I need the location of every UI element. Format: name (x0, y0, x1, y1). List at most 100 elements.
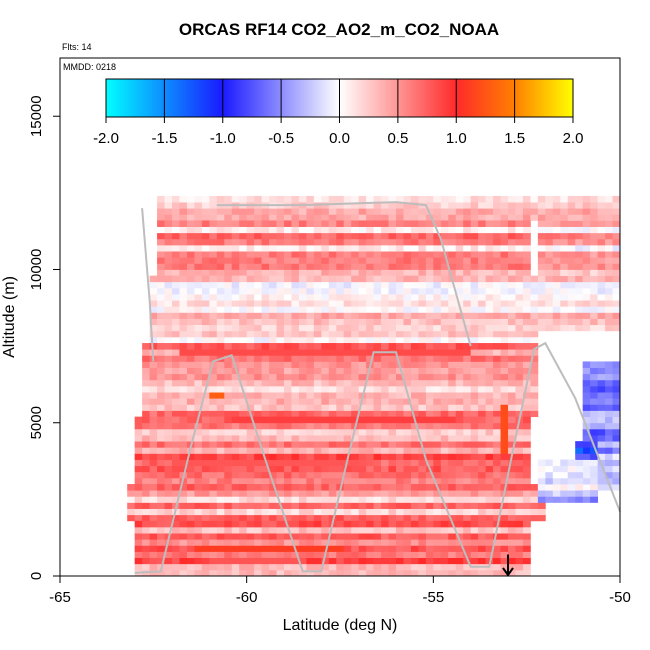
heatmap-cell (179, 570, 187, 577)
heatmap-cell (486, 227, 494, 234)
heatmap-cell (314, 453, 322, 460)
heatmap-cell (150, 478, 158, 485)
heatmap-cell (254, 398, 262, 405)
heatmap-cell (381, 325, 389, 332)
heatmap-cell (187, 515, 195, 522)
heatmap-cell (418, 337, 426, 344)
heatmap-cell (486, 220, 494, 227)
heatmap-cell (598, 245, 606, 252)
heatmap-cell (351, 453, 359, 460)
heatmap-cell (254, 312, 262, 319)
heatmap-cell (165, 300, 173, 307)
heatmap-cell (165, 502, 173, 509)
heatmap-cell (202, 312, 210, 319)
heatmap-cell (232, 312, 240, 319)
heatmap-cell (284, 539, 292, 546)
heatmap-cell (366, 251, 374, 258)
y-axis: 050001000015000 (28, 95, 60, 580)
heatmap-cell (508, 545, 516, 552)
heatmap-cell (165, 435, 173, 442)
heatmap-cell (359, 349, 367, 356)
heatmap-cell (389, 325, 397, 332)
heatmap-cell (530, 410, 538, 417)
heatmap-cell (486, 515, 494, 522)
heatmap-cell (165, 460, 173, 467)
heatmap-cell (478, 478, 486, 485)
heatmap-cell (523, 196, 531, 203)
heatmap-cell (291, 521, 299, 528)
heatmap-cell (478, 484, 486, 491)
heatmap-cell (396, 227, 404, 234)
heatmap-cell (515, 337, 523, 344)
heatmap-cell (239, 558, 247, 565)
heatmap-cell (277, 521, 285, 528)
heatmap-cell (396, 398, 404, 405)
x-axis: -65 -60 -55 -50 (49, 576, 631, 606)
heatmap-cell (403, 484, 411, 491)
heatmap-cell (269, 570, 277, 577)
heatmap-cell (418, 220, 426, 227)
heatmap-cell (217, 521, 225, 528)
heatmap-cell (232, 343, 240, 350)
heatmap-cell (359, 368, 367, 375)
heatmap-cell (142, 466, 150, 473)
heatmap-cell (351, 515, 359, 522)
heatmap-cell (291, 300, 299, 307)
heatmap-cell (321, 484, 329, 491)
heatmap-cell (224, 263, 232, 270)
heatmap-cell (486, 539, 494, 546)
heatmap-cell (583, 496, 591, 503)
heatmap-cell (478, 392, 486, 399)
heatmap-cell (269, 233, 277, 240)
heatmap-cell (486, 349, 494, 356)
heatmap-cell (515, 551, 523, 558)
heatmap-cell (426, 386, 434, 393)
heatmap-cell (269, 502, 277, 509)
heatmap-cell (478, 343, 486, 350)
heatmap-cell (389, 410, 397, 417)
heatmap-cell (209, 490, 217, 497)
heatmap-cell (396, 306, 404, 313)
heatmap-cell (493, 214, 501, 221)
heatmap-cell (194, 276, 202, 283)
heatmap-cell (486, 435, 494, 442)
heatmap-cell (486, 245, 494, 252)
heatmap-cell (329, 214, 337, 221)
heatmap-cell (486, 453, 494, 460)
heatmap-cell (179, 202, 187, 209)
heatmap-cell (403, 276, 411, 283)
colorbar-tick-label: 1.0 (446, 130, 467, 147)
heatmap-cell (389, 312, 397, 319)
heatmap-cell (314, 386, 322, 393)
heatmap-cell (463, 282, 471, 289)
heatmap-cell (277, 257, 285, 264)
heatmap-cell (366, 502, 374, 509)
heatmap-cell (448, 484, 456, 491)
heatmap-cell (187, 325, 195, 332)
heatmap-cell (321, 220, 329, 227)
heatmap-cell (172, 392, 180, 399)
heatmap-cell (418, 380, 426, 387)
heatmap-cell (329, 269, 337, 276)
heatmap-cell (344, 539, 352, 546)
heatmap-cell (381, 490, 389, 497)
heatmap-cell (150, 429, 158, 436)
heatmap-cell (232, 251, 240, 258)
heatmap-cell (493, 484, 501, 491)
heatmap-cell (314, 478, 322, 485)
heatmap-cell (366, 423, 374, 430)
heatmap-cell (374, 441, 382, 448)
heatmap-cell (560, 282, 568, 289)
heatmap-cell (209, 410, 217, 417)
heatmap-cell (306, 312, 314, 319)
heatmap-cell (336, 404, 344, 411)
heatmap-cell (179, 282, 187, 289)
heatmap-cell (598, 435, 606, 442)
heatmap-cell (366, 282, 374, 289)
heatmap-cell (508, 312, 516, 319)
heatmap-cell (314, 404, 322, 411)
heatmap-cell (463, 349, 471, 356)
heatmap-cell (515, 220, 523, 227)
heatmap-cell (351, 521, 359, 528)
heatmap-cell (202, 368, 210, 375)
